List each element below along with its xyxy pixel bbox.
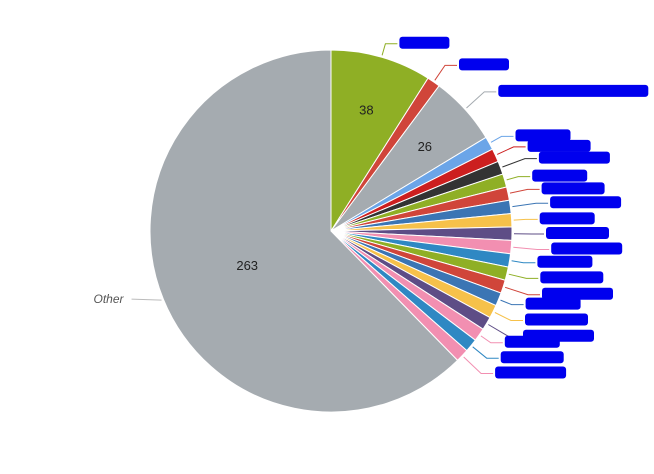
redacted-label-mark [495, 366, 567, 379]
leader-line [506, 176, 531, 181]
leader-line [434, 64, 457, 81]
leader-line [509, 188, 540, 194]
redacted-label-mark [532, 169, 588, 182]
pie-slice[interactable] [149, 49, 459, 413]
redacted-label-mark [538, 151, 610, 164]
redacted-label-mark [459, 58, 509, 71]
redacted-label-mark [542, 287, 613, 300]
redacted-label-mark [498, 84, 649, 97]
redacted-label-mark [525, 297, 581, 310]
leader-line [131, 298, 162, 301]
redacted-label-mark [527, 139, 591, 152]
slice-value-label: 263 [236, 258, 258, 273]
redacted-label-mark [537, 255, 593, 268]
leader-line [504, 286, 540, 296]
pie-slice[interactable] [330, 49, 429, 233]
redacted-label-mark [500, 351, 564, 364]
leader-line [490, 135, 514, 143]
leader-line [513, 246, 550, 250]
redacted-label-mark [515, 129, 571, 142]
leader-line [488, 324, 521, 338]
pie-slices [149, 49, 513, 413]
redacted-label-mark [539, 212, 595, 225]
redacted-label-mark [540, 271, 604, 284]
leader-line [480, 335, 503, 344]
outer-label-other: Other [94, 292, 125, 306]
leader-line [381, 43, 398, 56]
leader-lines [131, 43, 550, 374]
leader-line [512, 202, 549, 208]
leader-line [511, 260, 536, 264]
leader-line [508, 273, 539, 279]
leader-line [466, 91, 497, 109]
redacted-labels [399, 36, 649, 379]
redacted-label-mark [399, 36, 450, 49]
data-labels: 38 26 263 Other [94, 102, 433, 306]
redacted-label-mark [546, 227, 609, 239]
redacted-label-mark [525, 313, 588, 326]
leader-line [472, 346, 499, 359]
redacted-label-mark [541, 182, 605, 195]
slice-value-label: 38 [359, 102, 373, 117]
redacted-label-mark [550, 196, 622, 209]
leader-line [513, 218, 538, 221]
leader-line [463, 356, 494, 374]
redacted-label-mark [551, 242, 623, 255]
redacted-label-mark [504, 335, 560, 348]
leader-line [494, 312, 523, 321]
leader-line [496, 146, 526, 155]
slice-value-label: 26 [418, 139, 432, 154]
leader-line [502, 158, 537, 168]
leader-line [500, 299, 524, 306]
